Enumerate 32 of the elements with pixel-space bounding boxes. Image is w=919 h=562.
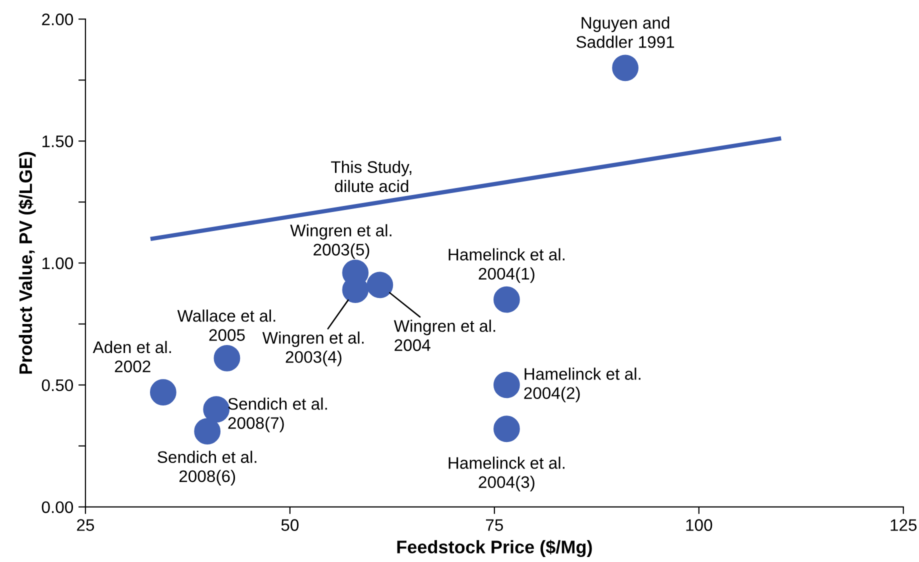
annotation: Sendich et al. 2008(7) (228, 398, 327, 432)
x-tick-label: 50 (281, 519, 299, 531)
point (366, 272, 394, 298)
annotation: Wingren et al. 2003(4) (262, 332, 364, 366)
annotation: Hamelinck et al. 2004(2) (524, 368, 640, 402)
y-tick-label: 0.50 (42, 379, 74, 392)
point (194, 418, 221, 445)
annotation: Wingren et al. 2003(5) (290, 224, 392, 259)
annotation: Wingren et al. 2004 (394, 320, 496, 352)
y-tick-label: 1.50 (42, 135, 74, 148)
point (493, 372, 520, 398)
y-tick-label: 2.00 (42, 14, 74, 26)
x-tick-label: 75 (486, 519, 503, 531)
point (203, 396, 230, 423)
point (612, 54, 638, 82)
point (150, 379, 176, 406)
annotation: Sendich et al. 2008(6) (158, 450, 256, 486)
y-tick-label: 0.00 (42, 501, 74, 514)
x-tick-label: 125 (890, 519, 917, 531)
annotation: This Study, dilute acid (331, 160, 412, 192)
annotation: Hamelinck et al. 2004(1) (448, 248, 564, 283)
annotation: Aden et al. 2002 (92, 340, 171, 372)
y-axis-title: Product Value, PV ($/LGE) (18, 152, 36, 374)
point (214, 344, 240, 372)
x-tick-label: 100 (686, 519, 712, 531)
x-tick-label: 25 (77, 519, 94, 531)
annotation: Nguyen and Saddler 1991 (576, 16, 674, 48)
point (493, 286, 520, 313)
point (493, 416, 520, 442)
y-tick-label: 1.00 (42, 257, 74, 270)
annotation: Hamelinck et al. 2004(3) (448, 456, 564, 492)
x-axis-title: Feedstock Price ($/Mg) (397, 540, 592, 558)
